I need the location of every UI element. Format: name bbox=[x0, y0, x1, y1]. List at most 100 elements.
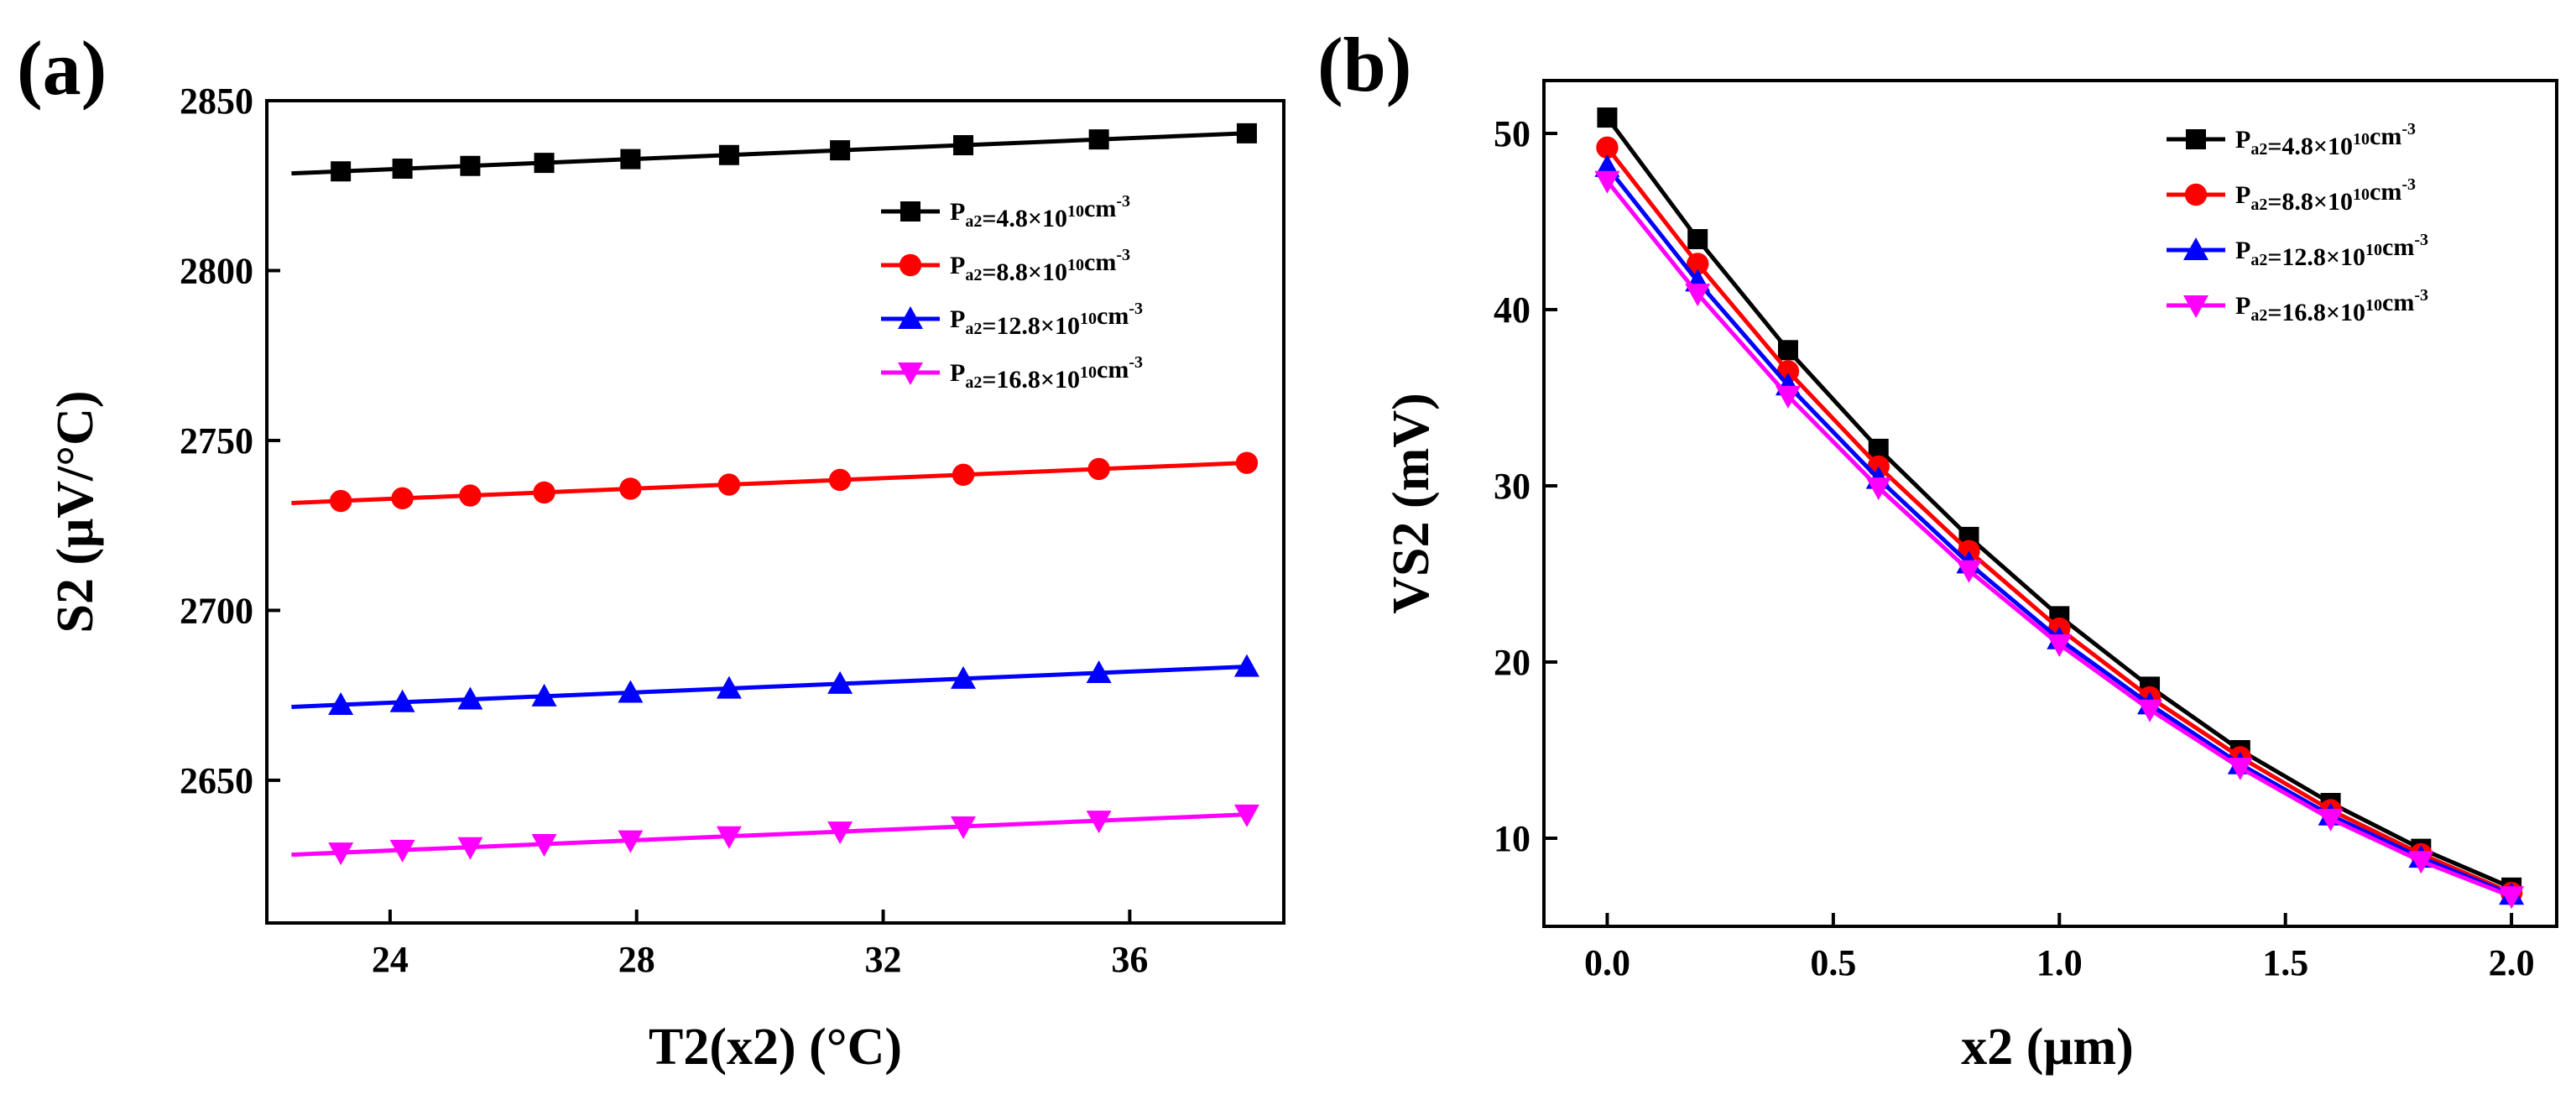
panel-b-legend-label: Pa2=4.8×1010cm-3 bbox=[2235, 120, 2416, 160]
panel-a-y-tick-label: 2700 bbox=[180, 590, 253, 631]
panel-b-legend-marker bbox=[2184, 183, 2208, 206]
panel-a-x-tick-label: 32 bbox=[865, 939, 902, 980]
panel-b-series-line bbox=[1605, 116, 2513, 890]
panel-a-x-axis-title-text: T2(x2) (°C) bbox=[649, 1019, 902, 1076]
panel-a-legend-entry: Pa2=12.8×1010cm-3 bbox=[881, 300, 1143, 340]
panel-a-y-tick-label: 2650 bbox=[180, 760, 253, 801]
panel-b-x-tick-label: 1.0 bbox=[2036, 942, 2083, 983]
panel-a-data-point bbox=[1236, 123, 1257, 143]
panel-b-data-point bbox=[1597, 107, 1618, 128]
panel-b-y-ticks: 10 20 30 40 50 bbox=[1494, 113, 1557, 859]
panel-a-legend-marker bbox=[899, 253, 922, 277]
panel-a-legend-label: Pa2=12.8×1010cm-3 bbox=[950, 300, 1143, 340]
panel-a-plot-frame bbox=[265, 99, 1285, 925]
panel-a-data-point bbox=[459, 484, 482, 507]
panel-a-y-axis-title: S2 (μV/°C) bbox=[47, 391, 104, 634]
panel-a-data-point bbox=[951, 816, 977, 839]
panel-a-data-point bbox=[952, 463, 975, 487]
panel-b-y-tick-label: 30 bbox=[1494, 466, 1530, 507]
panel-a-data-point bbox=[460, 155, 481, 176]
panel-b-legend-entry: Pa2=16.8×1010cm-3 bbox=[2167, 286, 2428, 326]
panel-a-series-3 bbox=[291, 654, 1259, 716]
panel-a-legend-entry: Pa2=8.8×1010cm-3 bbox=[881, 246, 1130, 286]
panel-b-data-point bbox=[2318, 808, 2344, 832]
panel-b-series-4 bbox=[1594, 170, 2525, 910]
panel-a-y-axis-title-text: S2 (μV/°C) bbox=[47, 391, 104, 634]
panel-a-legend-marker bbox=[898, 306, 923, 329]
panel-a-legend-entry: Pa2=4.8×1010cm-3 bbox=[881, 192, 1130, 232]
panel-b-y-tick-label: 10 bbox=[1494, 818, 1530, 859]
panel-b-data-point bbox=[2408, 851, 2434, 874]
panel-a-y-ticks: 2650 2700 2750 2800 2850 bbox=[180, 81, 280, 801]
panel-b-x-tick-label: 1.5 bbox=[2262, 942, 2308, 983]
panel-a-data-point bbox=[534, 153, 555, 174]
panel-b-legend-label: Pa2=16.8×1010cm-3 bbox=[2235, 286, 2428, 326]
panel-b-legend-marker bbox=[2183, 237, 2208, 260]
panel-b-x-axis-title-text: x2 (μm) bbox=[1961, 1019, 2134, 1076]
panel-b-legend-marker bbox=[2186, 129, 2206, 149]
panel-a-data-point bbox=[1233, 804, 1259, 827]
panel-a-data-point bbox=[533, 481, 555, 504]
panel-b-data-point bbox=[1777, 340, 1798, 361]
panel-b-series-line bbox=[1605, 146, 2513, 895]
panel-b-data-point bbox=[1687, 229, 1708, 249]
panel-b-data-point bbox=[1865, 477, 1891, 501]
panel-b-legend-marker bbox=[2183, 295, 2208, 318]
panel-a-series bbox=[291, 123, 1259, 866]
panel-b-data-point bbox=[1596, 136, 1619, 159]
panel-b-data-point bbox=[2227, 758, 2253, 780]
panel-b-y-axis-title: VS2 (mV) bbox=[1383, 393, 1440, 613]
panel-a-data-point bbox=[1086, 811, 1112, 834]
panel-b-data-point bbox=[2047, 634, 2073, 657]
panel-a-data-point bbox=[830, 140, 851, 161]
panel-b-data-point bbox=[2137, 699, 2163, 722]
panel-b-series-1 bbox=[1597, 107, 2522, 898]
panel-a-data-point bbox=[531, 834, 557, 858]
panel-b-y-axis-title-text: VS2 (mV) bbox=[1383, 393, 1440, 613]
panel-b-legend: Pa2=4.8×1010cm-3 Pa2=8.8×1010cm-3 Pa2=12.8… bbox=[2167, 120, 2428, 326]
panel-a-data-point bbox=[1086, 660, 1112, 683]
panel-a-data-point bbox=[457, 837, 483, 860]
panel-a-y-tick-label: 2850 bbox=[180, 81, 253, 122]
panel-a-x-tick-label: 28 bbox=[618, 939, 655, 980]
panel-b-x-ticks: 0.0 0.5 1.0 1.5 2.0 bbox=[1584, 913, 2535, 983]
panel-a-data-point bbox=[531, 683, 557, 707]
panel-a-data-point bbox=[391, 487, 414, 510]
panel-a-data-point bbox=[951, 665, 977, 689]
panel-b-x-axis-title: x2 (μm) bbox=[1961, 1019, 2134, 1076]
panel-a-y-tick-label: 2750 bbox=[180, 420, 253, 461]
panel-a-series-4 bbox=[291, 804, 1259, 866]
panel-b-y-tick-label: 40 bbox=[1494, 289, 1530, 331]
panel-b-data-point bbox=[1956, 560, 1982, 583]
panel-a-x-ticks: 24 28 32 36 bbox=[372, 910, 1148, 980]
panel-b-data-point bbox=[1594, 170, 1620, 194]
panel-a: (a) 2650 2700 2750 2800 2850 24 28 32 36 S2 (μV… bbox=[17, 25, 1285, 1076]
panel-a-legend-entry: Pa2=16.8×1010cm-3 bbox=[881, 353, 1143, 394]
panel-a-data-point bbox=[328, 842, 354, 866]
panel-a-data-point bbox=[389, 689, 415, 712]
panel-b-x-tick-label: 2.0 bbox=[2489, 942, 2535, 983]
panel-a-data-point bbox=[717, 473, 741, 496]
panel-a-legend-label: Pa2=16.8×1010cm-3 bbox=[950, 353, 1143, 394]
panel-b-legend-entry: Pa2=12.8×1010cm-3 bbox=[2167, 231, 2428, 271]
panel-a-data-point bbox=[716, 675, 742, 699]
panel-a-data-point bbox=[457, 686, 483, 710]
panel-b-series bbox=[1594, 107, 2525, 910]
panel-a-data-point bbox=[718, 144, 739, 165]
panel-a-legend-label: Pa2=8.8×1010cm-3 bbox=[950, 246, 1130, 286]
panel-b-data-point bbox=[1775, 385, 1801, 409]
panel-a-data-point bbox=[618, 830, 644, 853]
panel-a-data-point bbox=[953, 135, 974, 156]
panel-a-data-point bbox=[618, 680, 644, 703]
panel-a-data-point bbox=[1235, 451, 1259, 474]
panel-a-series-2 bbox=[291, 451, 1259, 513]
panel-b-y-tick-label: 20 bbox=[1494, 642, 1530, 683]
panel-a-x-tick-label: 36 bbox=[1111, 939, 1148, 980]
panel-a-data-point bbox=[329, 489, 352, 513]
panel-a-data-point bbox=[828, 468, 852, 492]
panel-a-data-point bbox=[620, 149, 641, 169]
panel-b-series-3 bbox=[1594, 154, 2525, 905]
panel-b-plot-frame bbox=[1542, 79, 2558, 928]
